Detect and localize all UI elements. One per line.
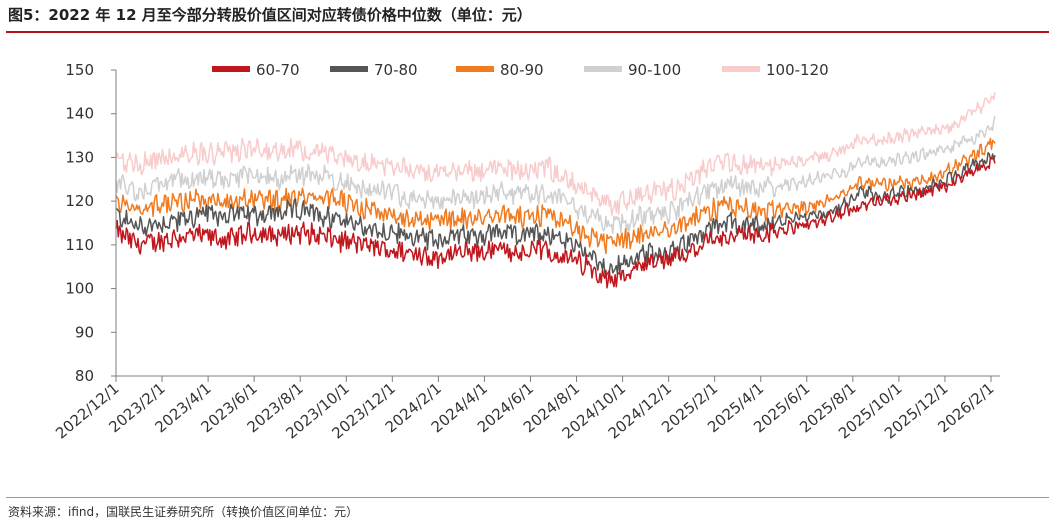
series-line-90-100 xyxy=(115,115,996,235)
legend-label-60-70: 60-70 xyxy=(256,61,300,79)
legend-label-80-90: 80-90 xyxy=(500,61,544,79)
series-line-100-120 xyxy=(115,92,996,217)
legend-label-100-120: 100-120 xyxy=(766,61,829,79)
series-line-70-80 xyxy=(115,152,996,278)
legend-label-90-100: 90-100 xyxy=(628,61,681,79)
y-tick-label: 90 xyxy=(75,323,94,341)
title-rule xyxy=(6,31,1049,33)
source-note: 资料来源：ifind，国联民生证券研究所（转换价值区间单位：元） xyxy=(8,505,359,519)
legend-label-70-80: 70-80 xyxy=(374,61,418,79)
y-tick-label: 150 xyxy=(65,61,94,79)
y-ticks: 80 90 100 110 120 130 140 150 xyxy=(65,61,116,385)
source-rule xyxy=(6,497,1049,498)
y-tick-label: 80 xyxy=(75,367,94,385)
y-tick-label: 130 xyxy=(65,148,94,166)
series-line-80-90 xyxy=(115,137,996,255)
y-tick-label: 100 xyxy=(65,280,94,298)
x-tick-label: 2022/12/1 xyxy=(52,379,122,442)
y-tick-label: 110 xyxy=(65,236,94,254)
chart-title: 图5：2022 年 12 月至今部分转股价值区间对应转债价格中位数（单位：元） xyxy=(8,6,532,24)
y-tick-label: 140 xyxy=(65,105,94,123)
legend: 60-70 70-80 80-90 90-100 100-120 xyxy=(212,61,829,79)
series-layer xyxy=(115,92,996,289)
x-ticks: 2022/12/12023/2/12023/4/12023/6/12023/8/… xyxy=(52,376,998,443)
y-tick-label: 120 xyxy=(65,192,94,210)
series-line-60-70 xyxy=(115,156,996,289)
